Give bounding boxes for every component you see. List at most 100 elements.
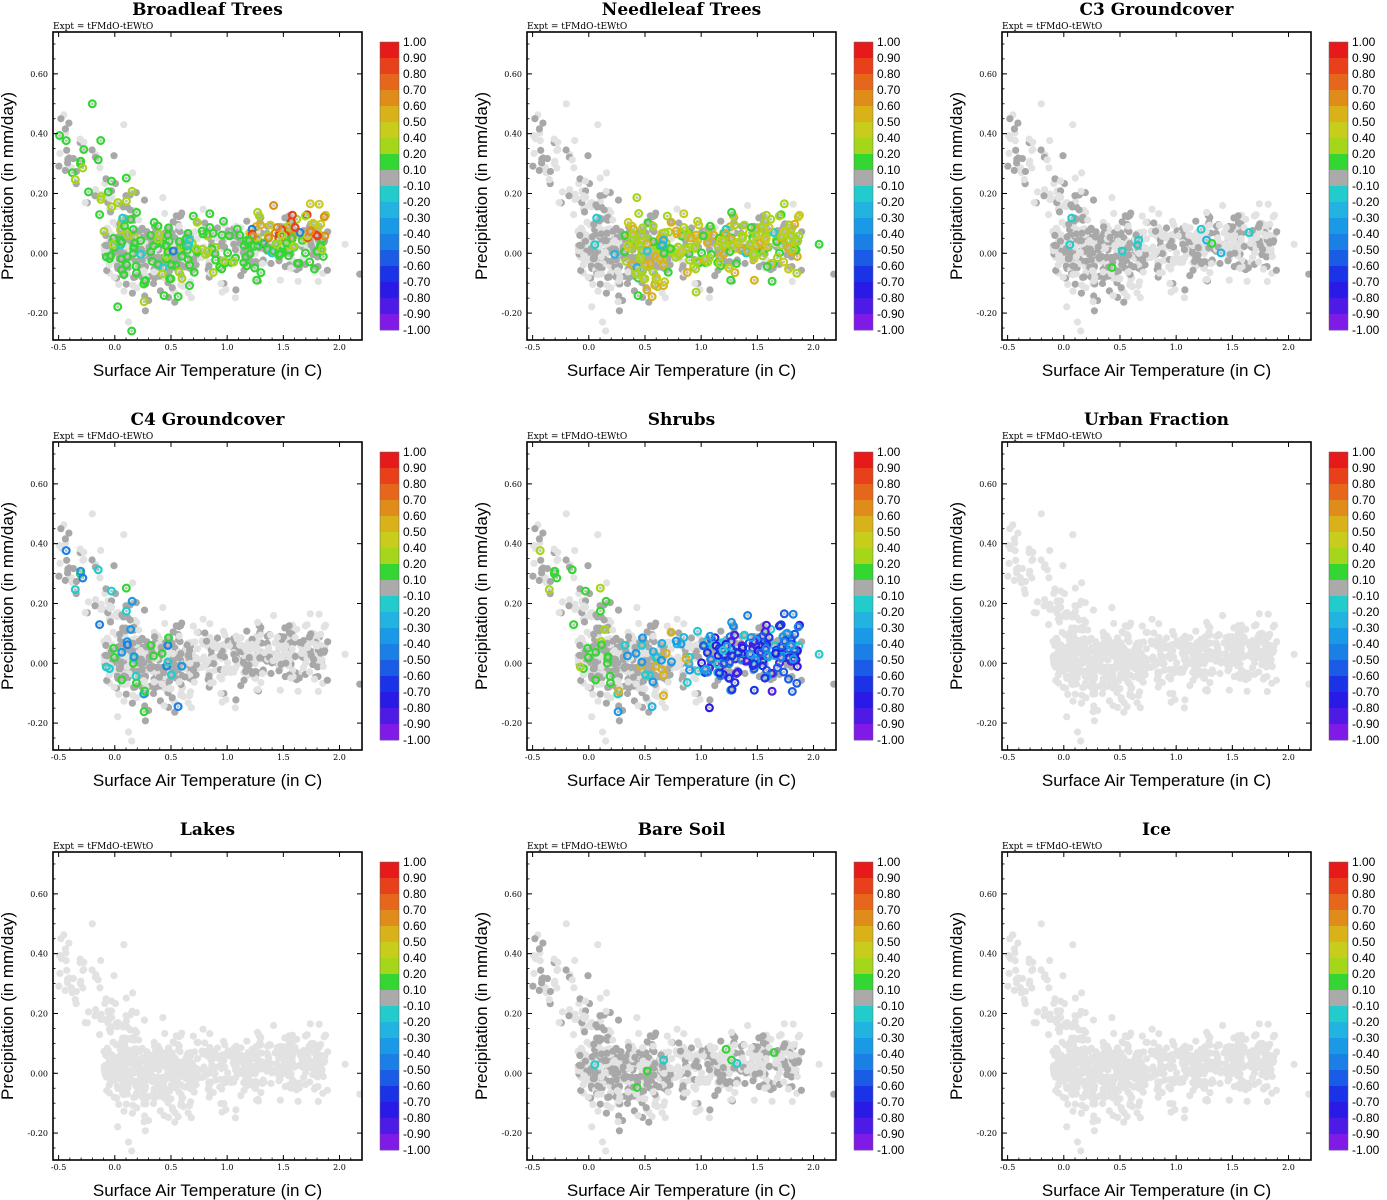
data-point xyxy=(281,214,289,222)
data-point-highlight xyxy=(1207,238,1217,248)
data-point-highlight xyxy=(166,260,176,270)
data-point xyxy=(594,287,602,295)
data-point xyxy=(169,650,177,658)
data-point-core xyxy=(271,249,275,253)
data-point-core xyxy=(142,710,146,714)
data-point-highlight xyxy=(628,224,638,234)
data-point-core xyxy=(132,235,136,239)
data-point xyxy=(649,632,657,640)
data-point xyxy=(1082,257,1090,265)
data-point xyxy=(584,273,592,281)
data-point xyxy=(589,690,597,699)
data-point xyxy=(1013,155,1021,163)
data-point xyxy=(1030,199,1038,207)
data-point xyxy=(1221,240,1230,248)
data-point-highlight xyxy=(725,632,735,642)
data-point xyxy=(575,651,584,659)
data-point-highlight xyxy=(79,145,89,155)
data-point xyxy=(1079,273,1087,281)
data-point-core xyxy=(663,231,667,235)
data-point-core xyxy=(632,227,635,231)
data-point xyxy=(600,206,608,214)
data-point-core xyxy=(646,221,650,225)
data-point-core xyxy=(730,211,733,214)
panel-title: C4 Groundcover xyxy=(130,410,285,430)
data-point xyxy=(1082,247,1090,255)
data-point-core xyxy=(782,230,786,234)
data-point-highlight xyxy=(132,268,142,278)
scatter-points xyxy=(54,99,362,336)
data-point-core xyxy=(721,238,725,242)
data-point xyxy=(193,645,202,653)
data-point xyxy=(1290,240,1298,248)
colorbar-label: -0.50 xyxy=(1352,243,1380,257)
data-point-core xyxy=(706,241,709,245)
data-point-highlight xyxy=(157,269,167,279)
data-point-highlight xyxy=(610,249,620,259)
data-point-highlight xyxy=(117,675,127,685)
data-point-core xyxy=(688,258,691,262)
data-point-highlight xyxy=(282,238,292,248)
scatter-points xyxy=(1004,100,1311,335)
colorbar-label: -0.80 xyxy=(877,291,905,305)
data-point-highlight xyxy=(702,238,712,248)
data-point-core xyxy=(259,223,262,227)
colorbar-segment xyxy=(1329,202,1348,219)
data-point xyxy=(1106,233,1114,241)
data-point-highlight xyxy=(217,264,227,274)
data-point xyxy=(61,576,69,585)
data-point xyxy=(755,214,763,222)
data-point xyxy=(129,579,137,587)
data-point-highlight xyxy=(1107,263,1117,273)
data-point xyxy=(576,175,584,183)
data-point-core xyxy=(220,267,224,271)
data-point-core xyxy=(113,656,116,659)
data-point-core xyxy=(123,224,126,228)
data-point-core xyxy=(152,244,155,248)
data-point xyxy=(111,180,120,188)
data-point xyxy=(168,284,176,292)
data-point xyxy=(186,659,194,667)
data-point xyxy=(126,616,134,624)
data-point xyxy=(1170,221,1178,229)
data-point-highlight xyxy=(188,211,198,221)
data-point xyxy=(545,176,553,184)
data-point-highlight xyxy=(762,262,772,272)
data-point-core xyxy=(728,267,731,270)
data-point-core xyxy=(73,178,77,182)
data-point xyxy=(585,590,594,598)
data-point xyxy=(209,660,217,668)
data-point-highlight xyxy=(783,264,793,274)
colorbar-segment xyxy=(380,90,399,107)
data-point xyxy=(624,678,632,686)
data-point xyxy=(1206,221,1214,229)
data-point-core xyxy=(767,226,771,229)
data-point-highlight xyxy=(272,239,282,249)
data-point xyxy=(581,177,590,185)
x-tick-label: 0.5 xyxy=(165,343,178,352)
data-point xyxy=(680,620,688,628)
data-point xyxy=(562,100,570,108)
data-point xyxy=(632,680,640,688)
colorbar-label: 0.50 xyxy=(403,525,427,539)
colorbar: 1.000.900.800.700.600.500.400.200.10-0.1… xyxy=(379,445,431,747)
data-point-highlight xyxy=(164,633,174,643)
data-point-core xyxy=(120,650,124,654)
data-point xyxy=(150,678,158,686)
data-point xyxy=(634,669,642,677)
data-point xyxy=(242,667,250,676)
data-point xyxy=(63,146,71,154)
data-point xyxy=(580,602,588,610)
data-point xyxy=(1154,262,1162,270)
data-point-core xyxy=(661,243,664,247)
data-point-core xyxy=(661,263,665,266)
colorbar-label: 0.20 xyxy=(403,557,427,571)
data-point xyxy=(571,605,579,614)
data-point-highlight xyxy=(642,285,652,295)
data-point xyxy=(1250,212,1258,220)
data-point-core xyxy=(637,212,641,215)
data-point-core xyxy=(636,294,640,297)
data-point-core xyxy=(161,266,165,269)
data-point xyxy=(651,212,659,220)
data-point xyxy=(1113,224,1122,232)
